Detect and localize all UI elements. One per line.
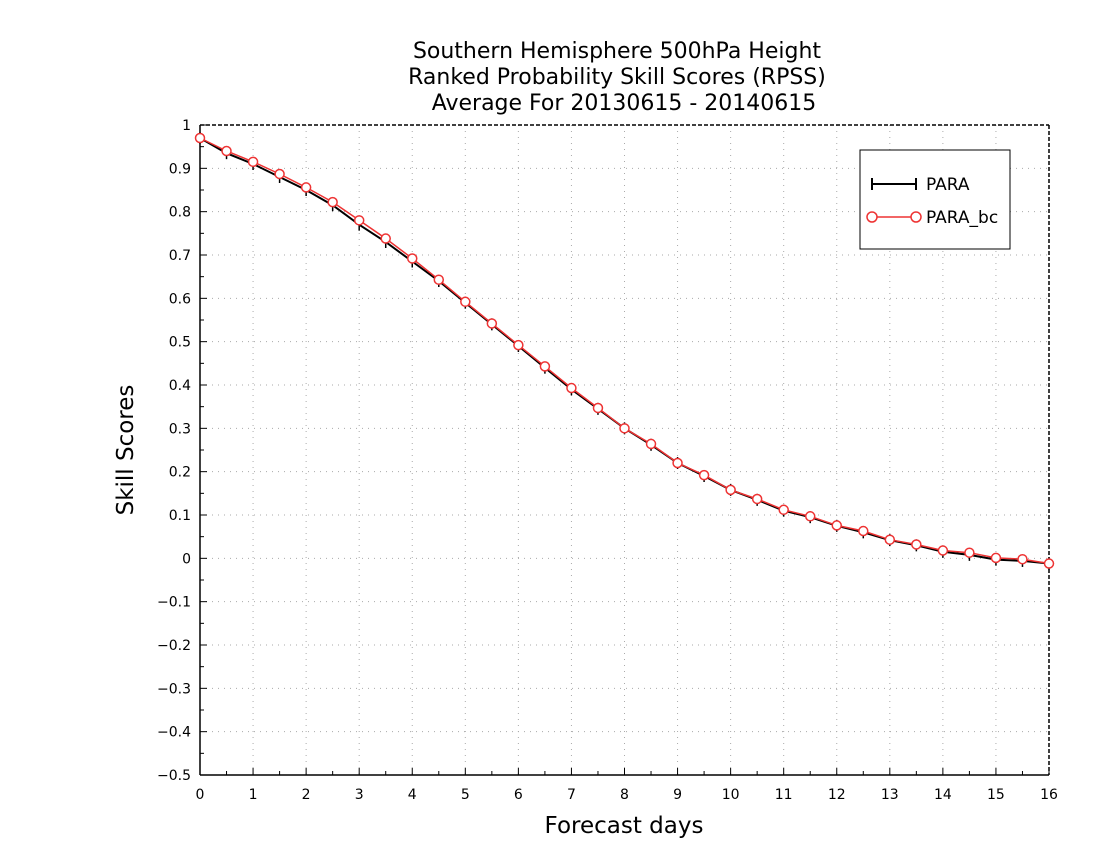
data-point-para-bc: [274, 168, 285, 180]
x-tick-label: 0: [196, 787, 205, 803]
y-tick-label: 0.9: [169, 161, 191, 177]
y-tick-label: 0.4: [169, 378, 191, 394]
data-point-para-bc: [698, 469, 710, 481]
y-tick-label: 0.6: [169, 291, 191, 307]
data-point-para-bc: [990, 552, 1002, 564]
legend: PARA PARA_bc: [859, 149, 1011, 250]
x-tick-label: 15: [987, 787, 1005, 803]
y-tick-label: 0: [182, 551, 191, 567]
data-point-para-bc: [247, 156, 259, 168]
data-point-para-bc: [1017, 553, 1028, 565]
data-point-para-bc: [672, 457, 683, 469]
legend-entry-para: PARA: [871, 175, 970, 195]
data-point-para-bc: [513, 339, 524, 351]
x-tick-label: 11: [775, 787, 793, 803]
y-tick-label: −0.4: [157, 725, 191, 741]
x-tick-label: 5: [461, 787, 470, 803]
y-tick-label: 1: [182, 118, 191, 134]
data-point-para-bc: [778, 504, 789, 516]
grid: [200, 125, 1049, 775]
x-tick-label: 3: [355, 787, 364, 803]
y-tick-label: 0.8: [169, 205, 191, 221]
x-tick-label: 10: [722, 787, 740, 803]
data-point-para-bc: [964, 547, 975, 558]
x-tick-label: 8: [620, 787, 629, 803]
x-tick-label: 1: [249, 787, 258, 803]
data-point-para-bc: [221, 145, 232, 157]
axes: 0 1 2 3 4 5 6 7 8 9 10 11 12 13 14 15 16−0.5−0.4−0.3−0.2…: [157, 118, 1058, 803]
legend-marker-para-bc-start: [866, 211, 878, 223]
x-tick-label: 2: [302, 787, 311, 803]
legend-marker-para-bc-end: [910, 211, 922, 223]
data-point-para-bc: [486, 318, 498, 329]
y-tick-label: −0.2: [157, 638, 191, 654]
x-axis-label: Forecast days: [545, 813, 704, 839]
legend-label-para-bc: PARA_bc: [926, 208, 998, 228]
y-axis-label: Skill Scores: [113, 385, 139, 516]
data-point-para-bc: [619, 423, 630, 434]
data-point-para-bc: [884, 534, 896, 545]
x-tick-label: 9: [673, 787, 682, 803]
series-para-bc: [194, 132, 1055, 569]
y-tick-label: 0.7: [169, 248, 191, 264]
y-tick-label: −0.5: [157, 768, 191, 784]
data-point-para-bc: [433, 274, 445, 285]
data-point-para-bc: [911, 539, 922, 550]
x-tick-label: 13: [881, 787, 899, 803]
y-tick-label: 0.2: [169, 465, 191, 481]
data-point-para-bc: [194, 132, 206, 144]
data-point-para-bc: [592, 402, 604, 414]
legend-entry-para-bc: PARA_bc: [866, 208, 998, 228]
data-point-para-bc: [751, 493, 763, 505]
data-point-para-bc: [300, 182, 312, 193]
data-point-para-bc: [539, 361, 551, 372]
data-point-para-bc: [407, 253, 418, 264]
x-tick-label: 4: [408, 787, 417, 803]
y-tick-label: 0.1: [169, 508, 191, 524]
data-point-para-bc: [725, 484, 736, 496]
title-line-3: Average For 20130615 - 20140615: [432, 91, 817, 116]
x-tick-label: 16: [1040, 787, 1058, 803]
data-point-para-bc: [831, 520, 842, 531]
y-tick-label: −0.1: [157, 595, 191, 611]
data-point-para-bc: [327, 196, 338, 208]
y-tick-label: −0.3: [157, 681, 191, 697]
x-tick-label: 12: [828, 787, 846, 803]
data-point-para-bc: [566, 382, 577, 394]
series-lines: [194, 132, 1055, 570]
y-tick-label: 0.5: [169, 335, 191, 351]
data-point-para-bc: [858, 525, 869, 537]
legend-label-para: PARA: [926, 175, 970, 195]
data-point-para-bc: [380, 233, 391, 244]
legend-box: [859, 149, 1011, 250]
title-line-1: Southern Hemisphere 500hPa Height: [413, 39, 821, 64]
data-point-para-bc: [353, 215, 365, 226]
x-tick-label: 6: [514, 787, 523, 803]
x-tick-label: 7: [567, 787, 576, 803]
y-tick-label: 0.3: [169, 421, 191, 437]
data-point-para-bc: [645, 438, 657, 450]
data-point-para-bc: [1043, 558, 1055, 569]
x-tick-label: 14: [934, 787, 952, 803]
data-point-para-bc: [804, 511, 816, 522]
data-point-para-bc: [460, 296, 471, 308]
title-line-2: Ranked Probability Skill Scores (RPSS): [408, 65, 826, 90]
chart-title: Southern Hemisphere 500hPa Height Ranked…: [408, 39, 826, 116]
data-point-para-bc: [937, 545, 949, 556]
